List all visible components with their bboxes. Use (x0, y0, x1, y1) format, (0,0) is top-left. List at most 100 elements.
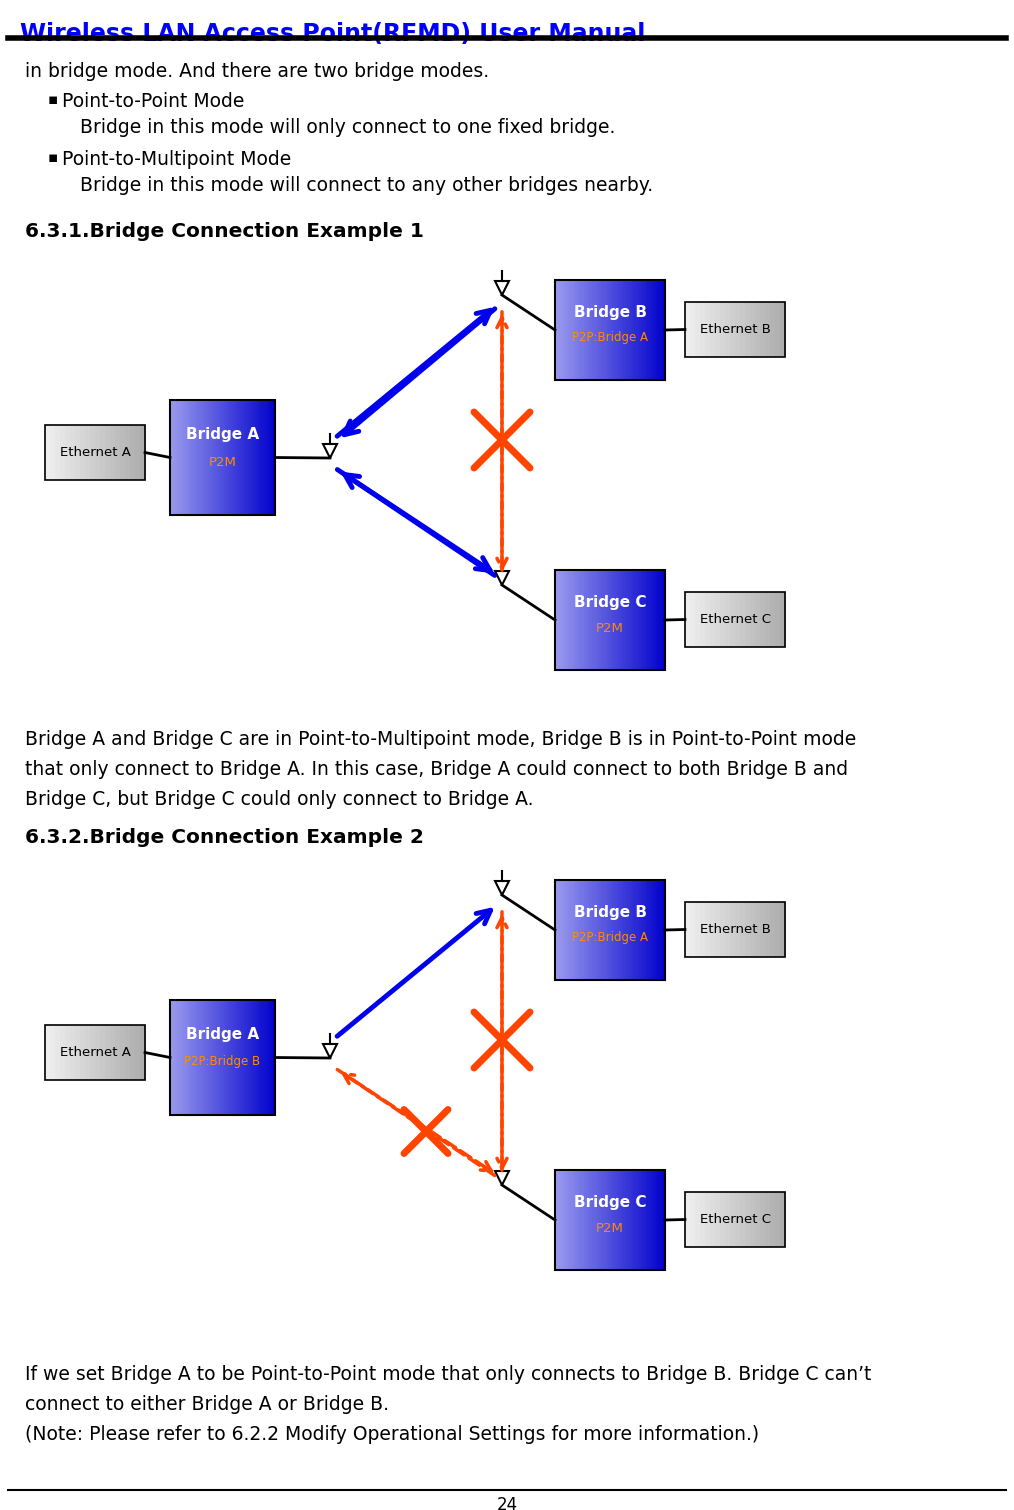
Polygon shape (495, 880, 509, 895)
Bar (715, 1191, 721, 1247)
Bar (233, 1000, 235, 1114)
Bar (257, 400, 259, 515)
Bar (555, 569, 665, 670)
Bar (599, 880, 601, 980)
Bar (612, 569, 614, 670)
Bar (685, 901, 691, 957)
Bar (725, 901, 730, 957)
Bar (95, 1025, 100, 1080)
Bar (265, 400, 267, 515)
Bar (652, 569, 654, 670)
Bar (189, 400, 192, 515)
Bar (645, 880, 648, 980)
Bar (586, 880, 588, 980)
Bar (105, 1025, 111, 1080)
Bar (245, 1000, 248, 1114)
Bar (227, 1000, 229, 1114)
Bar (612, 1170, 614, 1270)
Bar (605, 880, 608, 980)
Bar (273, 400, 276, 515)
Bar (624, 279, 626, 381)
Bar (619, 880, 622, 980)
Bar (730, 1191, 735, 1247)
Bar (263, 400, 265, 515)
Bar (750, 302, 755, 356)
Bar (720, 592, 725, 646)
Bar (725, 302, 730, 356)
Bar (229, 1000, 231, 1114)
Bar (643, 569, 646, 670)
Bar (663, 880, 665, 980)
Bar (639, 279, 641, 381)
Bar (564, 569, 567, 670)
Bar (652, 279, 654, 381)
Bar (641, 880, 644, 980)
Bar (571, 1170, 573, 1270)
Bar (760, 1191, 766, 1247)
Bar (630, 880, 633, 980)
Bar (603, 569, 606, 670)
Bar (170, 1000, 172, 1114)
Bar (241, 1000, 244, 1114)
Bar (85, 1025, 90, 1080)
Bar (564, 279, 567, 381)
Bar (637, 1170, 639, 1270)
Bar (259, 400, 261, 515)
Bar (263, 1000, 265, 1114)
Bar (100, 424, 105, 480)
Bar (775, 901, 781, 957)
Bar (566, 569, 569, 670)
Bar (594, 569, 597, 670)
Bar (597, 279, 599, 381)
Bar (654, 880, 657, 980)
Bar (254, 400, 257, 515)
Bar (770, 302, 776, 356)
Bar (695, 901, 701, 957)
Bar (558, 279, 560, 381)
Bar (715, 901, 721, 957)
Bar (663, 279, 665, 381)
Bar (573, 880, 575, 980)
Bar (660, 569, 663, 670)
Bar (624, 569, 626, 670)
Bar (735, 901, 740, 957)
Bar (218, 1000, 221, 1114)
Text: Ethernet A: Ethernet A (60, 445, 131, 459)
Text: Bridge C: Bridge C (574, 595, 646, 610)
Bar (224, 1000, 227, 1114)
Bar (579, 569, 582, 670)
Bar (558, 1170, 560, 1270)
Bar (628, 1170, 631, 1270)
Bar (222, 1000, 225, 1114)
Bar (632, 279, 635, 381)
Text: that only connect to Bridge A. In this case, Bridge A could connect to both Brid: that only connect to Bridge A. In this c… (25, 760, 848, 779)
Bar (656, 1170, 659, 1270)
Bar (577, 279, 580, 381)
Bar (626, 279, 628, 381)
Bar (555, 1170, 558, 1270)
Bar (685, 302, 691, 356)
Bar (624, 1170, 626, 1270)
Bar (558, 880, 560, 980)
Bar (90, 1025, 95, 1080)
Bar (562, 569, 565, 670)
Bar (770, 901, 776, 957)
Bar (614, 279, 618, 381)
Bar (715, 592, 721, 646)
Bar (584, 569, 586, 670)
Bar (612, 880, 614, 980)
Bar (700, 901, 706, 957)
Text: Ethernet C: Ethernet C (700, 613, 771, 627)
Bar (617, 569, 620, 670)
Bar (740, 1191, 745, 1247)
Bar (650, 1170, 652, 1270)
Bar (75, 1025, 80, 1080)
Bar (630, 279, 633, 381)
Bar (125, 1025, 131, 1080)
Bar (590, 569, 593, 670)
Bar (183, 400, 186, 515)
Bar (645, 1170, 648, 1270)
Bar (647, 569, 650, 670)
Bar (617, 880, 620, 980)
Bar (271, 400, 274, 515)
